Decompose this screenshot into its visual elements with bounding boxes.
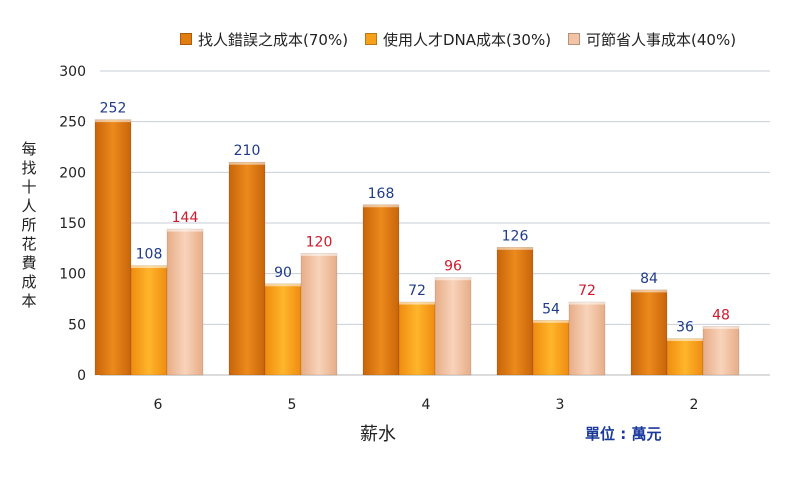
y-tick-label: 250 (59, 115, 86, 131)
bar (264, 283, 302, 376)
data-label: 120 (306, 234, 333, 250)
y-tick-label: 150 (59, 216, 86, 232)
bar-highlight (229, 162, 265, 165)
legend-swatch-0 (180, 33, 192, 45)
data-labels: 252 108 144 210 90 120 168 72 96 126 54 72 84 36 48 (100, 101, 730, 336)
bar (434, 277, 472, 376)
bar (532, 319, 570, 376)
bar-highlight (703, 326, 739, 329)
bar-highlight (667, 338, 703, 342)
bar (362, 204, 400, 376)
x-tick-label: 4 (422, 397, 431, 413)
legend-item-1: 使用人才DNA成本(30%) (365, 28, 551, 50)
legend-label-2: 可節省人事成本(40%) (586, 30, 737, 49)
x-tick-label: 5 (288, 397, 297, 413)
y-tick-label: 200 (59, 165, 86, 181)
y-tick-label: 50 (68, 317, 86, 333)
x-tick-label: 3 (556, 397, 565, 413)
data-label: 72 (408, 283, 426, 299)
bar-highlight (631, 289, 667, 293)
data-label: 84 (640, 271, 658, 287)
y-tick-label: 300 (59, 64, 86, 80)
data-label: 108 (136, 247, 163, 263)
data-label: 90 (274, 265, 292, 281)
bar (702, 326, 740, 376)
bar-highlight (363, 204, 399, 208)
bar (166, 228, 204, 376)
x-tick-label: 2 (690, 397, 699, 413)
unit-note: 單位 : 萬元 (585, 425, 662, 443)
legend-swatch-1 (365, 33, 377, 45)
legend-item-2: 可節省人事成本(40%) (568, 28, 736, 50)
y-tick-label: 100 (59, 267, 86, 283)
bar-highlight (301, 253, 337, 256)
data-label: 168 (368, 186, 395, 202)
legend-swatch-2 (568, 33, 580, 45)
data-label: 144 (172, 210, 199, 226)
bar-highlight (497, 247, 533, 250)
data-label: 96 (444, 259, 462, 275)
bar (228, 161, 266, 376)
bar-highlight (167, 229, 203, 232)
bar (300, 253, 338, 376)
data-label: 72 (578, 283, 596, 299)
bars (94, 119, 740, 376)
bar-highlight (533, 320, 569, 323)
bar (130, 265, 168, 376)
legend-item-0: 找人錯誤之成本(70%) (180, 28, 348, 50)
data-label: 36 (676, 320, 694, 336)
y-tick-label: 0 (77, 368, 86, 384)
x-tick-label: 6 (154, 397, 163, 413)
bar (630, 289, 668, 376)
bar (398, 301, 436, 376)
bar-highlight (95, 119, 131, 123)
x-axis-ticks: 6 5 4 3 2 (154, 397, 699, 413)
y-axis-ticks: 0 50 100 150 200 250 300 (59, 64, 86, 384)
x-axis-label: 薪水 (360, 424, 396, 445)
bar (666, 338, 704, 376)
bar-highlight (265, 283, 301, 287)
bar (568, 301, 606, 376)
bar-highlight (399, 302, 435, 305)
data-label: 126 (502, 228, 529, 244)
bar-highlight (131, 265, 167, 269)
y-axis-label: 每找十人所花費成本 (21, 140, 37, 310)
data-label: 54 (542, 301, 560, 317)
data-label: 252 (100, 101, 127, 117)
bar-highlight (569, 302, 605, 305)
data-label: 48 (712, 307, 730, 323)
bar-highlight (435, 277, 471, 281)
legend-label-0: 找人錯誤之成本(70%) (198, 30, 349, 49)
legend-label-1: 使用人才DNA成本(30%) (383, 30, 552, 49)
bar (94, 119, 132, 376)
bar (496, 247, 534, 376)
data-label: 210 (234, 143, 261, 159)
